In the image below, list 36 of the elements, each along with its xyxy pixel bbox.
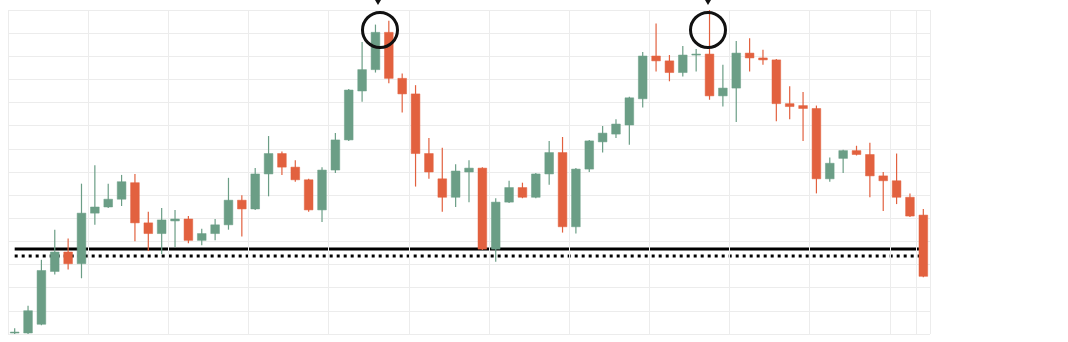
candlestick xyxy=(143,211,153,252)
candlestick xyxy=(157,207,167,255)
candlestick xyxy=(424,137,434,180)
candlestick xyxy=(785,85,795,120)
candlestick xyxy=(758,49,768,66)
candlestick xyxy=(892,152,902,205)
candlestick xyxy=(611,118,621,139)
candlestick xyxy=(464,159,474,203)
candlestick xyxy=(437,147,447,213)
candlestick xyxy=(865,142,875,198)
candlestick xyxy=(878,171,888,212)
candlestick xyxy=(183,215,193,244)
candlestick xyxy=(63,237,73,271)
candlestick xyxy=(598,125,608,154)
candlestick xyxy=(544,140,554,186)
candlestick xyxy=(745,37,755,73)
candlestick xyxy=(290,159,300,183)
candlestick xyxy=(664,54,675,82)
candlestick xyxy=(210,218,220,241)
candlestick xyxy=(357,41,367,103)
candlestick xyxy=(90,164,100,226)
candlestick xyxy=(116,174,127,207)
candlestick xyxy=(170,209,180,248)
candlestick xyxy=(50,229,60,275)
candlestick xyxy=(397,72,407,113)
candlestick xyxy=(678,45,688,78)
candlestick xyxy=(651,23,661,73)
candlestick xyxy=(103,183,113,209)
candlestick xyxy=(798,91,808,142)
candlestick xyxy=(718,64,728,108)
candlestick xyxy=(237,194,247,238)
candlestick xyxy=(691,48,701,73)
candlestick xyxy=(825,156,835,183)
candlestick xyxy=(263,135,274,197)
candlestick xyxy=(277,150,287,176)
candlestick xyxy=(23,305,33,335)
